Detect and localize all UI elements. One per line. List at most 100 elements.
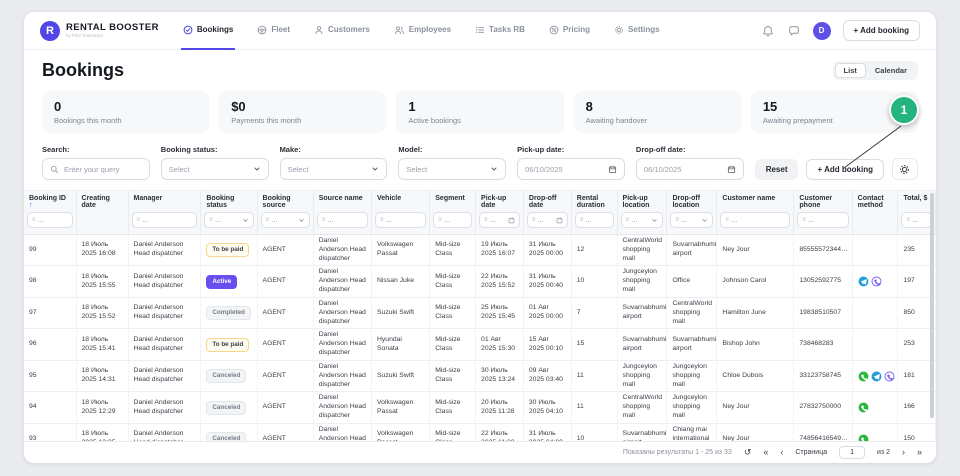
add-booking-button-filters[interactable]: + Add booking — [806, 159, 884, 180]
column-header-rental-duration[interactable]: Rental duration — [571, 191, 618, 210]
cell-contact-method — [852, 360, 899, 393]
column-header-total[interactable]: Total, $ — [897, 191, 936, 210]
column-header-manager[interactable]: Manager — [128, 191, 202, 210]
next-page-button[interactable]: › — [901, 447, 905, 457]
refresh-icon[interactable]: ↺ — [743, 447, 752, 457]
results-count: Показаны результаты 1 - 25 из 33 — [622, 449, 732, 456]
filter-lines-icon: ≡ — [675, 217, 679, 223]
cell-customer-name: Chloe Dubois — [716, 360, 795, 393]
column-filter-date[interactable]: ≡… — [526, 212, 568, 228]
column-filter-input[interactable]: ≡… — [316, 212, 368, 228]
table-row-booking-98[interactable]: 98 18 Июль 2025 15:55 Daniel Anderson Head… — [24, 265, 936, 298]
cell-customer-name: Johnson Carol — [716, 265, 795, 298]
column-header-pick-up-date[interactable]: Pick-up date — [475, 191, 524, 210]
column-header-pick-up-location[interactable]: Pick-up location — [617, 191, 668, 210]
cell-manager: Daniel Anderson Head dispatcher — [128, 360, 202, 393]
nav-item-bookings[interactable]: Bookings — [180, 12, 236, 50]
column-header-contact-method[interactable]: Contact method — [852, 191, 899, 210]
stats-row: 0 Bookings this month $0 Payments this mont… — [42, 91, 919, 133]
column-header-vehicle[interactable]: Vehicle — [371, 191, 431, 210]
column-filter-input[interactable]: ≡… — [433, 212, 473, 228]
search-input[interactable]: Enter your query — [42, 158, 150, 180]
reset-button[interactable]: Reset — [754, 159, 799, 180]
nav-item-pricing[interactable]: Pricing — [547, 12, 592, 50]
nav-item-customers[interactable]: Customers — [312, 12, 372, 50]
search-icon — [50, 165, 59, 174]
dropoff-date-input[interactable]: 06/10/2025 — [635, 158, 744, 180]
chevron-down-icon — [651, 217, 658, 224]
view-toggle-calendar[interactable]: Calendar — [874, 66, 907, 75]
cell-booking-status: Canceled — [200, 423, 258, 441]
cell-drop-off-location: Chiang mai international airport — [666, 423, 718, 441]
column-filter-select[interactable]: ≡… — [260, 212, 310, 228]
column-filter-input[interactable]: ≡… — [375, 212, 427, 228]
cell-source-name: Daniel Anderson Head dispatcher — [313, 297, 373, 330]
column-header-source-name[interactable]: Source name — [313, 191, 373, 210]
user-avatar[interactable]: D — [812, 21, 831, 40]
cell-pick-up-location: Jungceylon shopping mall — [617, 265, 668, 298]
column-header-booking-status[interactable]: Booking status — [200, 191, 258, 210]
cell-creating-date: 18 Июль 2025 12:25 — [76, 423, 129, 441]
column-header-booking-source[interactable]: Booking source — [257, 191, 314, 210]
cell-vehicle: Volkswagen Passat — [371, 423, 431, 441]
column-header-customer-name[interactable]: Customer name — [716, 191, 795, 210]
filter-lines-icon: ≡ — [438, 217, 442, 223]
table-row-booking-99[interactable]: 99 18 Июль 2025 16:08 Daniel Anderson Head… — [24, 234, 936, 267]
make-select[interactable]: Select — [279, 158, 388, 180]
cell-manager: Daniel Anderson Head dispatcher — [128, 423, 202, 441]
prev-page-button[interactable]: ‹ — [780, 447, 784, 457]
cell-booking-status: To be paid — [200, 234, 258, 267]
nav-item-settings[interactable]: Settings — [612, 12, 662, 50]
pickup-date-input[interactable]: 06/10/2025 — [517, 158, 625, 180]
cell-contact-method — [852, 423, 899, 441]
person-icon — [314, 25, 324, 35]
column-header-booking-id[interactable]: Booking ID ↑ — [24, 191, 77, 210]
status-badge: To be paid — [206, 337, 250, 352]
column-header-segment[interactable]: Segment — [429, 191, 477, 210]
onboarding-step-marker[interactable]: 1 — [889, 95, 919, 125]
table-row-booking-94[interactable]: 94 18 Июль 2025 12:29 Daniel Anderson Head… — [24, 391, 936, 424]
column-header-drop-off-location[interactable]: Drop-off location — [666, 191, 718, 210]
nav-item-fleet[interactable]: Fleet — [255, 12, 292, 50]
column-filter-input[interactable]: ≡… — [27, 212, 73, 228]
cell-manager: Daniel Anderson Head dispatcher — [128, 265, 202, 298]
column-header-creating-date[interactable]: Creating date — [76, 191, 129, 210]
page-number-input[interactable]: 1 — [839, 446, 866, 459]
stat-label: Awaiting handover — [585, 116, 648, 125]
cell-total: 181 — [897, 360, 936, 393]
messages-chat-icon[interactable] — [787, 24, 801, 38]
table-row-booking-96[interactable]: 96 18 Июль 2025 15:41 Daniel Anderson Head… — [24, 328, 936, 361]
notifications-bell-icon[interactable] — [761, 24, 775, 38]
nav-item-employees[interactable]: Employees — [392, 12, 453, 50]
model-select[interactable]: Select — [398, 158, 507, 180]
column-header-customer-phone[interactable]: Customer phone — [793, 191, 853, 210]
brand-logo[interactable]: R RENTAL BOOSTER by Pilot Telematics — [40, 20, 159, 41]
column-filter-input[interactable]: ≡… — [797, 212, 849, 228]
first-page-button[interactable]: « — [763, 447, 769, 457]
stat-value: 1 — [408, 99, 416, 114]
column-filter-select[interactable]: ≡… — [620, 212, 664, 228]
column-filter-input[interactable]: ≡… — [131, 212, 198, 228]
last-page-button[interactable]: » — [916, 447, 922, 457]
vertical-scrollbar[interactable] — [930, 193, 934, 418]
booking-status-select[interactable]: Select — [160, 158, 269, 180]
stat-label: Active bookings — [408, 116, 461, 125]
view-toggle-list[interactable]: List — [834, 63, 866, 78]
column-filter-select[interactable]: ≡… — [204, 212, 254, 228]
sort-ascending-icon[interactable]: ↑ — [29, 202, 33, 209]
column-filter-date[interactable]: ≡… — [479, 212, 520, 228]
filter-lines-icon: ≡ — [209, 217, 213, 223]
table-row-booking-97[interactable]: 97 18 Июль 2025 15:52 Daniel Anderson Head… — [24, 297, 936, 330]
column-header-drop-off-date[interactable]: Drop-off date — [523, 191, 572, 210]
table-row-booking-95[interactable]: 95 18 Июль 2025 14:31 Daniel Anderson Head… — [24, 360, 936, 393]
column-filter-input[interactable]: ≡… — [720, 212, 791, 228]
pickup-date-value: 06/10/2025 — [525, 164, 563, 174]
column-filter-input[interactable]: ≡… — [901, 212, 932, 228]
nav-item-tasks-rb[interactable]: Tasks RB — [473, 12, 527, 50]
column-filter-input[interactable]: ≡… — [574, 212, 614, 228]
add-booking-button-header[interactable]: + Add booking — [842, 20, 920, 41]
column-filter-select[interactable]: ≡… — [670, 212, 714, 228]
cell-booking-id: 97 — [24, 297, 77, 330]
table-settings-gear-icon[interactable] — [891, 158, 918, 180]
